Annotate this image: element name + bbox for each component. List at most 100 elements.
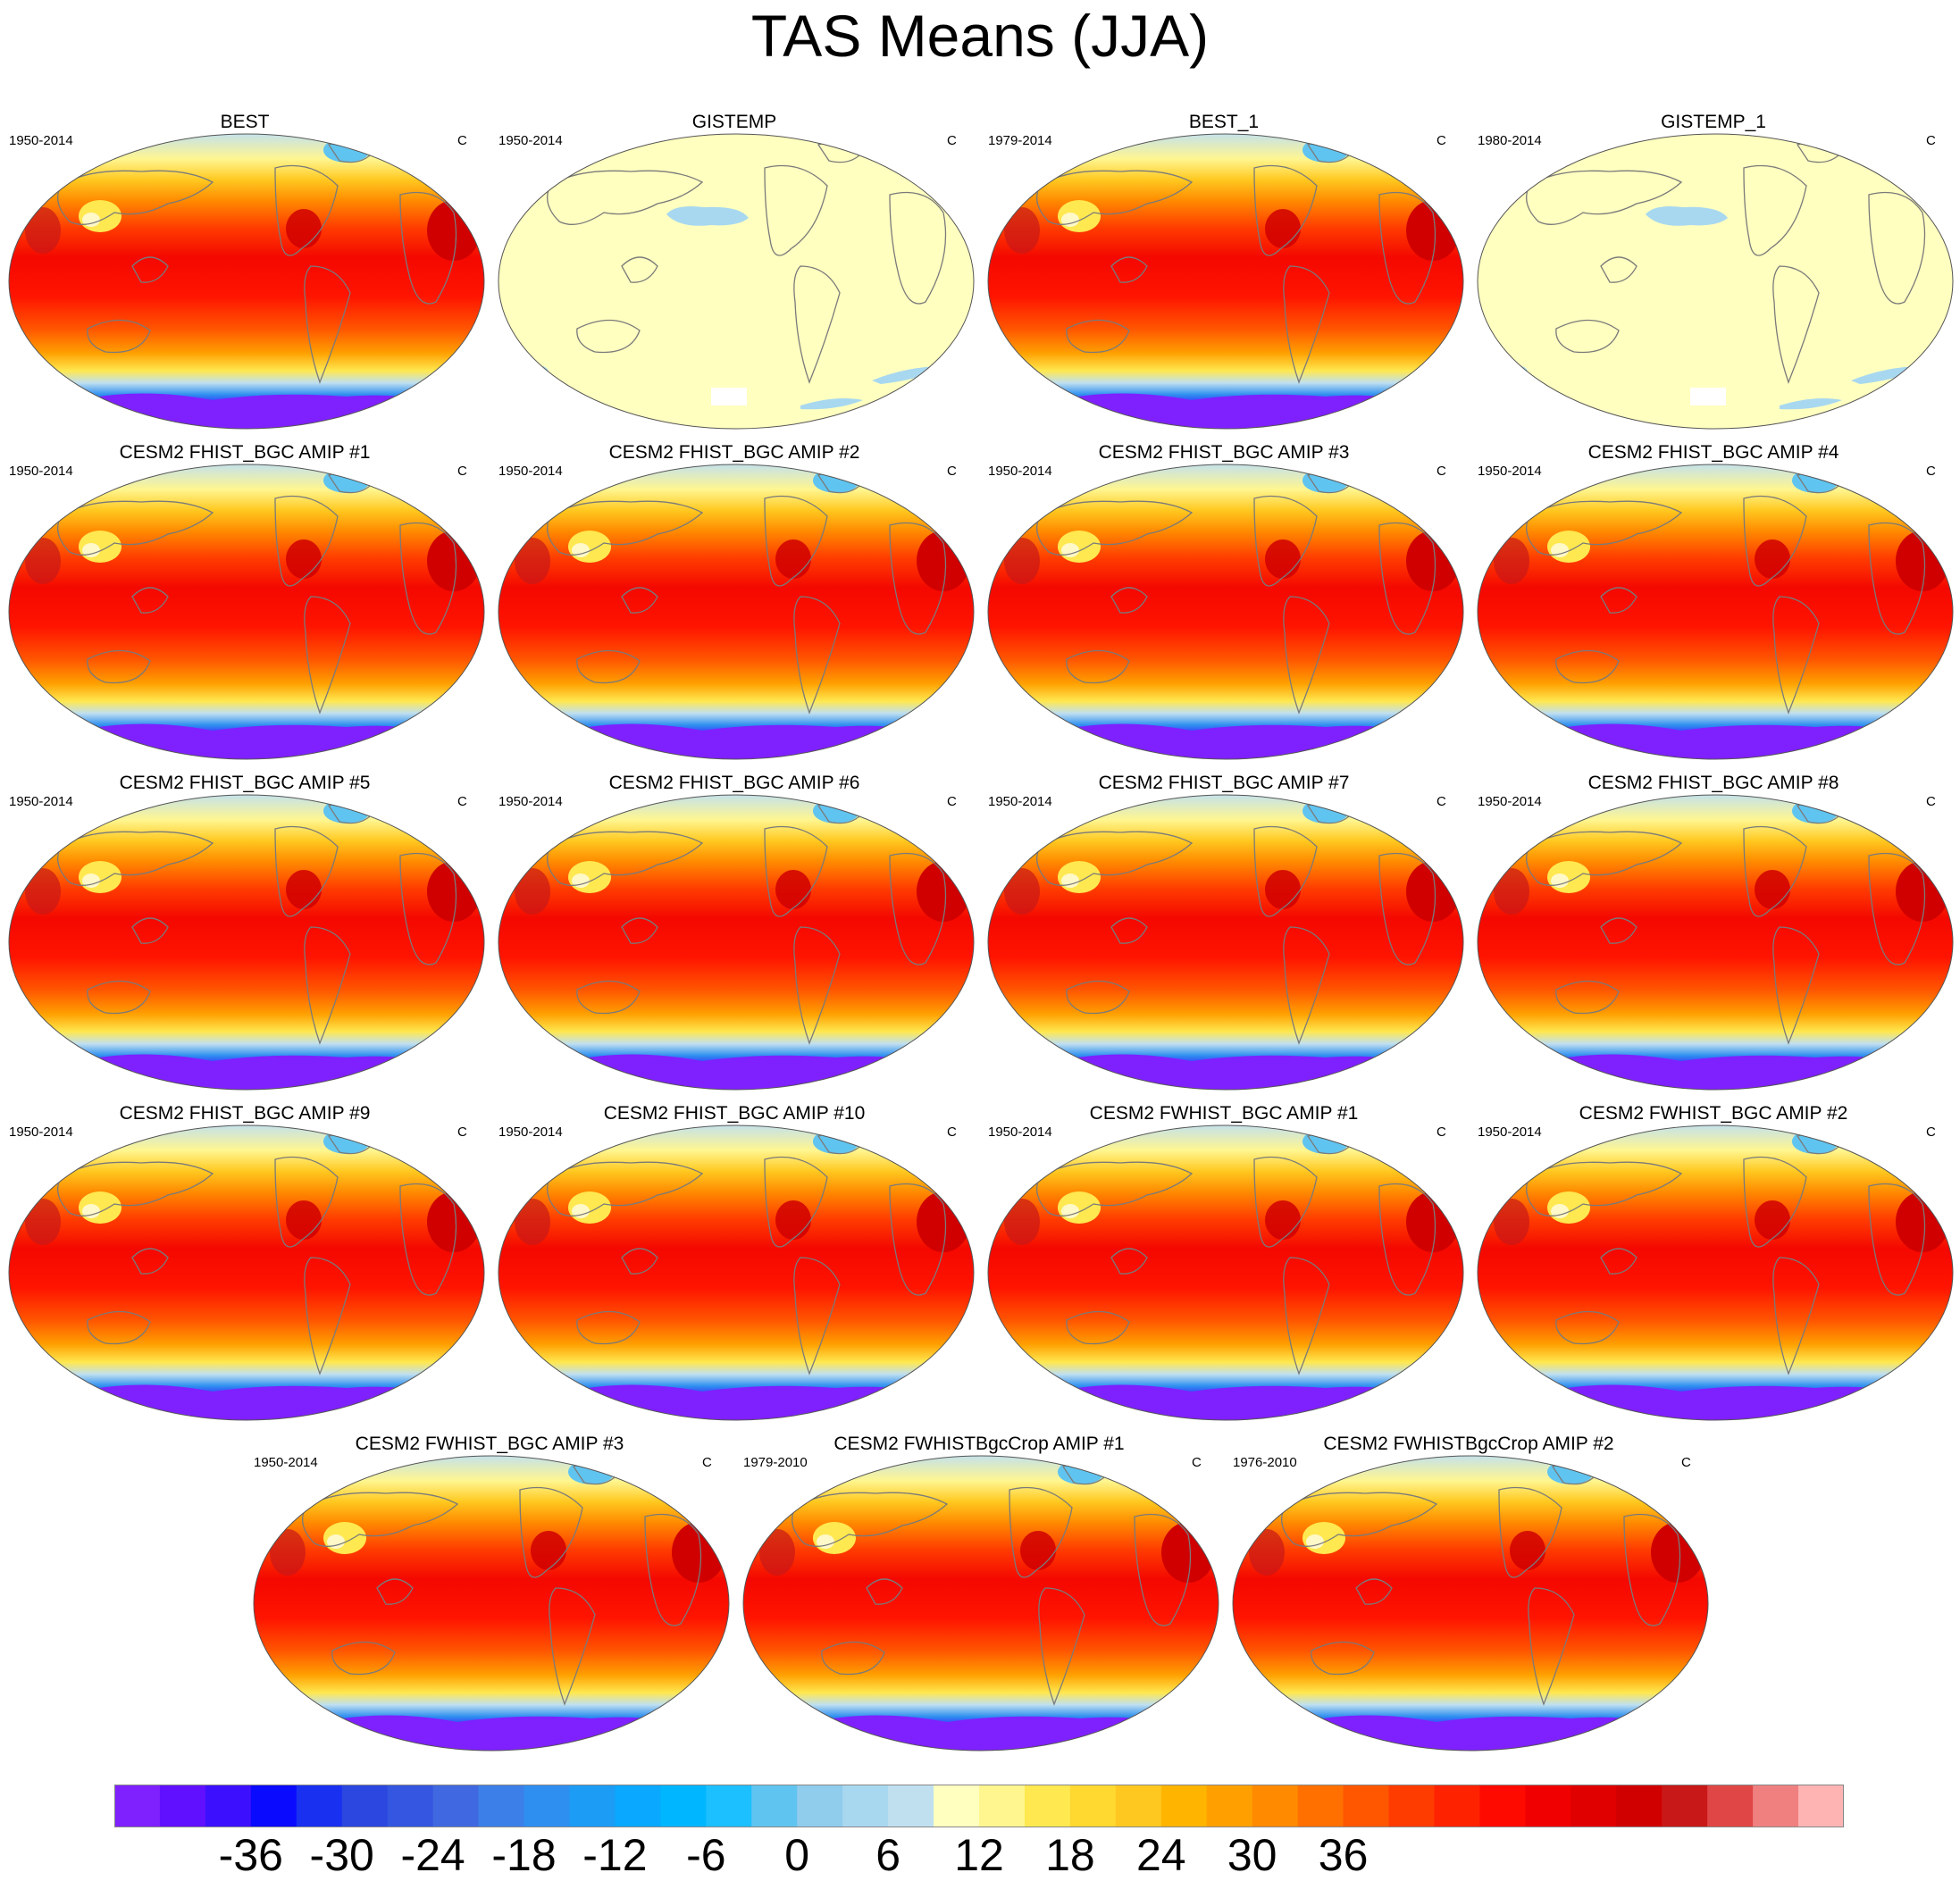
colorbar-tick-label: 6 [875, 1830, 900, 1880]
figure-title: TAS Means (JJA) [750, 3, 1210, 69]
colorbar-box [1662, 1785, 1708, 1827]
colorbar-box [934, 1785, 980, 1827]
colorbar [114, 1785, 1844, 1827]
panel-units: C [702, 1455, 712, 1470]
map-plot [1477, 794, 1954, 1091]
colorbar-box [615, 1785, 661, 1827]
colorbar-tick-label: 0 [784, 1830, 810, 1880]
panel-years: 1950-2014 [9, 794, 73, 809]
map-plot [1477, 133, 1954, 430]
map-panel: CESM2 FHIST_BGC AMIP #10 1950-2014 C [490, 1102, 979, 1424]
map-plot [1477, 1124, 1954, 1421]
colorbar-box [706, 1785, 752, 1827]
colorbar-box [751, 1785, 798, 1827]
map-panel: CESM2 FHIST_BGC AMIP #3 1950-2014 C [979, 441, 1469, 763]
colorbar-box [1024, 1785, 1071, 1827]
panel-units: C [1436, 464, 1446, 479]
panel-units: C [457, 133, 467, 148]
panel-units: C [1681, 1455, 1691, 1470]
colorbar-box [205, 1785, 252, 1827]
panel-units: C [947, 794, 957, 809]
map-plot [987, 794, 1464, 1091]
colorbar-box [478, 1785, 525, 1827]
panel-title: CESM2 FWHIST_BGC AMIP #3 [355, 1434, 624, 1454]
colorbar-box [1616, 1785, 1663, 1827]
map-plot [1232, 1455, 1709, 1751]
panel-title: CESM2 FHIST_BGC AMIP #10 [603, 1103, 866, 1124]
colorbar-box [1798, 1785, 1844, 1827]
map-panel: CESM2 FHIST_BGC AMIP #5 1950-2014 C [0, 772, 490, 1093]
map-plot [742, 1455, 1219, 1751]
panel-units: C [947, 133, 957, 148]
map-panel: CESM2 FHIST_BGC AMIP #4 1950-2014 C [1469, 441, 1958, 763]
panel-title: CESM2 FHIST_BGC AMIP #6 [608, 773, 860, 793]
map-panel: CESM2 FWHIST_BGC AMIP #1 1950-2014 C [979, 1102, 1469, 1424]
colorbar-box [1479, 1785, 1526, 1827]
map-plot [498, 133, 975, 430]
panel-years: 1950-2014 [9, 464, 73, 479]
panel-units: C [1192, 1455, 1202, 1470]
panel-years: 1950-2014 [9, 133, 73, 148]
colorbar-box [1343, 1785, 1390, 1827]
panel-title: CESM2 FWHIST_BGC AMIP #2 [1579, 1103, 1848, 1124]
colorbar-labels: -36 -30 -24 -18 -12 -6 0 6 12 18 24 30 36 [0, 1829, 1960, 1881]
panel-title: CESM2 FHIST_BGC AMIP #4 [1587, 442, 1839, 463]
colorbar-box [341, 1785, 389, 1827]
map-panel: CESM2 FHIST_BGC AMIP #9 1950-2014 C [0, 1102, 490, 1424]
colorbar-box [1297, 1785, 1344, 1827]
colorbar-box [842, 1785, 889, 1827]
panel-units: C [1436, 133, 1446, 148]
map-panel: GISTEMP 1950-2014 C [490, 111, 979, 432]
map-panel: CESM2 FWHIST_BGC AMIP #2 1950-2014 C [1469, 1102, 1958, 1424]
colorbar-box [1115, 1785, 1162, 1827]
colorbar-box [1069, 1785, 1117, 1827]
map-plot [987, 1124, 1464, 1421]
panel-years: 1950-2014 [1478, 794, 1542, 809]
panel-title: CESM2 FHIST_BGC AMIP #5 [119, 773, 371, 793]
map-plot [498, 1124, 975, 1421]
panel-title: CESM2 FWHISTBgcCrop AMIP #2 [1323, 1434, 1614, 1454]
map-plot [8, 794, 485, 1091]
colorbar-tick-label: -36 [218, 1830, 283, 1880]
colorbar-box [979, 1785, 1026, 1827]
colorbar-box [1434, 1785, 1481, 1827]
colorbar-box [1707, 1785, 1754, 1827]
colorbar-tick-label: -18 [491, 1830, 557, 1880]
panel-units: C [1926, 133, 1936, 148]
map-panel: BEST_1 1979-2014 C [979, 111, 1469, 432]
panel-years: 1980-2014 [1478, 133, 1542, 148]
panel-title: BEST [220, 112, 270, 132]
colorbar-box [1571, 1785, 1617, 1827]
panel-years: 1950-2014 [498, 133, 563, 148]
panel-years: 1950-2014 [9, 1124, 73, 1140]
panel-years: 1950-2014 [498, 794, 563, 809]
colorbar-box [387, 1785, 434, 1827]
panel-title: CESM2 FWHISTBgcCrop AMIP #1 [833, 1434, 1125, 1454]
colorbar-box [1206, 1785, 1253, 1827]
colorbar-tick-label: -6 [686, 1830, 726, 1880]
panel-years: 1950-2014 [988, 1124, 1052, 1140]
panel-years: 1950-2014 [988, 464, 1052, 479]
colorbar-tick-label: 36 [1318, 1830, 1369, 1880]
panel-title: GISTEMP_1 [1661, 112, 1766, 132]
colorbar-box [1525, 1785, 1571, 1827]
panel-units: C [457, 794, 467, 809]
colorbar-box [159, 1785, 206, 1827]
panel-years: 1976-2010 [1233, 1455, 1297, 1470]
colorbar-box [432, 1785, 480, 1827]
panel-title: BEST_1 [1188, 112, 1260, 132]
panel-units: C [1926, 794, 1936, 809]
panel-title: GISTEMP [691, 112, 777, 132]
map-panel: GISTEMP_1 1980-2014 C [1469, 111, 1958, 432]
colorbar-box [1252, 1785, 1299, 1827]
colorbar-box [797, 1785, 843, 1827]
panel-units: C [947, 1124, 957, 1140]
map-panel: CESM2 FHIST_BGC AMIP #6 1950-2014 C [490, 772, 979, 1093]
panel-title: CESM2 FHIST_BGC AMIP #3 [1098, 442, 1350, 463]
colorbar-box [1160, 1785, 1208, 1827]
panel-title: CESM2 FHIST_BGC AMIP #8 [1587, 773, 1839, 793]
colorbar-box [888, 1785, 934, 1827]
map-panel: CESM2 FHIST_BGC AMIP #2 1950-2014 C [490, 441, 979, 763]
panel-title: CESM2 FHIST_BGC AMIP #7 [1098, 773, 1350, 793]
map-panel: CESM2 FWHISTBgcCrop AMIP #2 1976-2010 C [1224, 1433, 1713, 1754]
